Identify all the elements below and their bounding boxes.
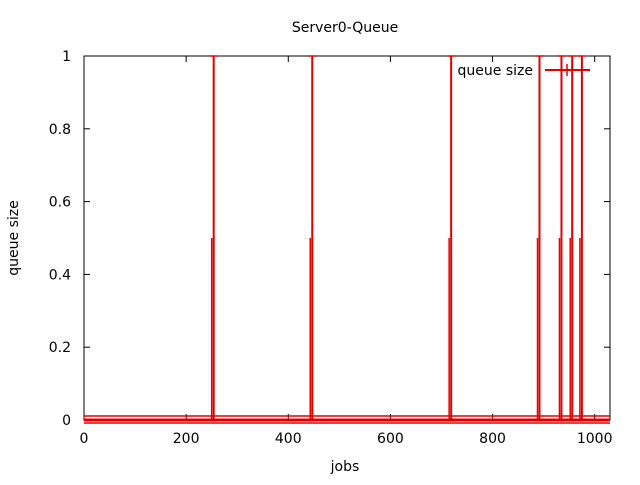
y-axis-label: queue size	[6, 200, 22, 275]
x-tick-label: 400	[275, 431, 302, 447]
legend: queue size	[458, 63, 590, 79]
y-tick-label: 0.4	[49, 267, 71, 283]
x-axis-ticks: 0 200 400 600 800 1000	[80, 56, 613, 447]
queue-spike	[568, 55, 577, 421]
y-tick-label: 0	[62, 413, 71, 429]
chart-title: Server0-Queue	[292, 20, 398, 36]
y-tick-label: 1	[62, 49, 71, 65]
x-tick-label: 800	[479, 431, 506, 447]
y-tick-label: 0.2	[49, 340, 71, 356]
y-tick-label: 0.8	[49, 122, 71, 138]
queue-spike	[557, 55, 566, 421]
y-tick-label: 0.6	[49, 195, 71, 211]
queue-spike	[535, 55, 544, 421]
queue-spike	[447, 55, 456, 421]
x-tick-label: 200	[173, 431, 200, 447]
x-tick-label: 600	[377, 431, 404, 447]
y-axis-ticks: 0 0.2 0.4 0.6 0.8 1	[49, 49, 610, 429]
x-axis-label: jobs	[330, 459, 360, 475]
x-tick-label: 0	[80, 431, 89, 447]
queue-spike	[209, 55, 218, 421]
x-tick-label: 1000	[577, 431, 613, 447]
queue-spike	[577, 55, 586, 421]
legend-label: queue size	[458, 63, 533, 79]
legend-sample-line	[545, 64, 590, 76]
series-layer	[84, 55, 610, 424]
plot-border	[83, 55, 611, 421]
queue-spike	[308, 55, 317, 421]
